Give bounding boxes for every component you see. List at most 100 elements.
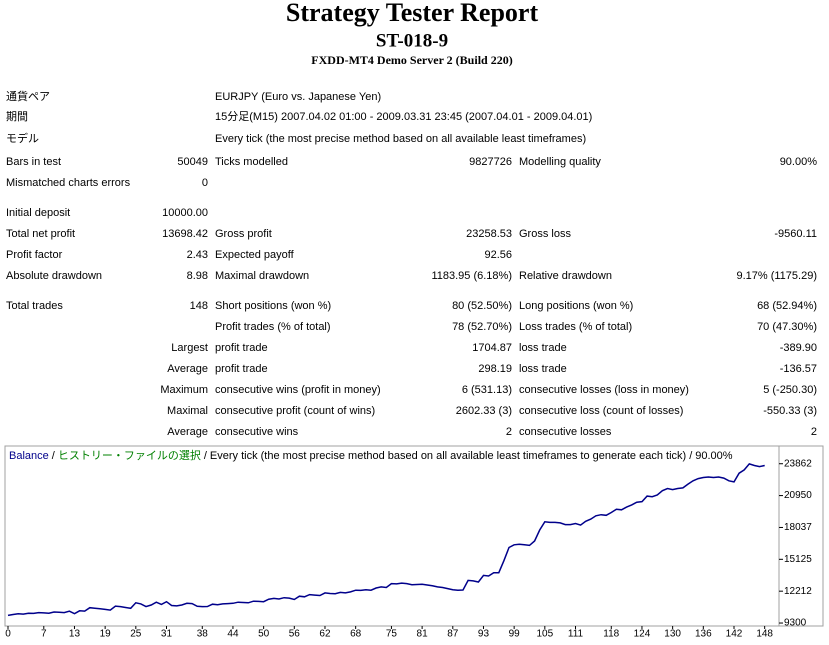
cell-label2: consecutive profit (count of wins) — [215, 405, 375, 417]
cell-value2: 92.56 — [484, 249, 512, 261]
cell-label2: consecutive wins (profit in money) — [215, 384, 381, 396]
cell-label: 通貨ペア — [6, 89, 50, 103]
x-tick-label: 99 — [509, 629, 521, 640]
x-tick-label: 148 — [756, 629, 773, 640]
report-title: Strategy Tester Report — [286, 0, 539, 27]
cell-label: Absolute drawdown — [6, 270, 102, 282]
legend-part: 90.00% — [695, 450, 733, 462]
x-tick-label: 50 — [258, 629, 270, 640]
cell-value: 10000.00 — [162, 207, 208, 219]
cell-label3: Loss trades (% of total) — [519, 321, 632, 333]
y-tick-label: 18037 — [784, 522, 812, 533]
balance-line — [7, 463, 765, 617]
x-tick-label: 87 — [447, 629, 459, 640]
x-tick-label: 142 — [726, 629, 743, 640]
cell-label: モデル — [6, 131, 39, 145]
cell-value3: 5 (-250.30) — [763, 384, 817, 396]
cell-value: 0 — [202, 177, 208, 189]
cell-label2: profit trade — [215, 342, 268, 354]
cell-label: Profit factor — [6, 249, 63, 261]
cell-label3: consecutive losses (loss in money) — [519, 384, 689, 396]
cell-value3: 2 — [811, 426, 817, 438]
cell-value2: 298.19 — [478, 363, 512, 375]
x-tick-label: 93 — [478, 629, 490, 640]
cell-value3: 68 (52.94%) — [757, 300, 817, 312]
cell-value2: 23258.53 — [466, 228, 512, 240]
cell-label: 期間 — [6, 110, 28, 123]
cell-label3: Relative drawdown — [519, 270, 612, 282]
x-tick-label: 0 — [5, 629, 11, 640]
cell-value: 8.98 — [187, 270, 208, 282]
cell-value2: 80 (52.50%) — [452, 300, 512, 312]
cell-group: Largest — [171, 342, 208, 354]
x-tick-label: 44 — [227, 629, 239, 640]
cell-value: 13698.42 — [162, 228, 208, 240]
cell-text: 15分足(M15) 2007.04.02 01:00 - 2009.03.31 … — [215, 110, 592, 123]
x-tick-label: 105 — [536, 629, 553, 640]
legend-part: / — [204, 450, 208, 462]
cell-value2: 1704.87 — [472, 342, 512, 354]
x-tick-label: 56 — [289, 629, 301, 640]
x-tick-label: 130 — [664, 629, 681, 640]
cell-value2: 2602.33 (3) — [456, 405, 512, 417]
x-tick-label: 19 — [100, 629, 112, 640]
cell-label3: loss trade — [519, 363, 567, 375]
legend-part: Every tick (the most precise method base… — [210, 450, 686, 462]
cell-value2: 78 (52.70%) — [452, 321, 512, 333]
cell-label: Bars in test — [6, 156, 61, 168]
cell-label3: loss trade — [519, 342, 567, 354]
cell-group: Maximal — [167, 405, 208, 417]
cell-label3: Gross loss — [519, 228, 571, 240]
x-tick-label: 31 — [161, 629, 173, 640]
x-tick-label: 111 — [568, 629, 584, 640]
cell-value2: 2 — [506, 426, 512, 438]
x-tick-label: 75 — [386, 629, 398, 640]
x-tick-label: 118 — [603, 629, 619, 640]
x-tick-label: 68 — [350, 629, 362, 640]
cell-value: 148 — [190, 300, 208, 312]
cell-label2: Maximal drawdown — [215, 270, 309, 282]
y-tick-label: 9300 — [784, 618, 807, 629]
legend-part: / — [52, 450, 56, 462]
cell-value3: 9.17% (1175.29) — [736, 270, 817, 282]
x-tick-label: 62 — [319, 629, 331, 640]
cell-text: EURJPY (Euro vs. Japanese Yen) — [215, 91, 381, 103]
cell-label2: profit trade — [215, 363, 268, 375]
cell-value2: 6 (531.13) — [462, 384, 512, 396]
x-tick-label: 124 — [634, 629, 651, 640]
y-tick-label: 23862 — [784, 458, 812, 469]
cell-value3: 90.00% — [780, 156, 818, 168]
cell-value3: -389.90 — [780, 342, 817, 354]
x-tick-label: 136 — [695, 629, 712, 640]
x-tick-label: 25 — [130, 629, 142, 640]
cell-label: Total net profit — [6, 228, 75, 240]
cell-label2: Expected payoff — [215, 249, 295, 261]
legend-part: Balance — [9, 450, 49, 462]
x-tick-label: 13 — [69, 629, 81, 640]
x-tick-label: 7 — [41, 629, 47, 640]
chart-legend: Balance / ヒストリー・ファイルの選択 / Every tick (the mo… — [9, 448, 733, 462]
chart-frame — [4, 445, 824, 627]
cell-value2: 1183.95 (6.18%) — [431, 270, 512, 282]
cell-label: Mismatched charts errors — [6, 177, 131, 189]
y-tick-label: 12212 — [784, 586, 812, 597]
cell-value3: 70 (47.30%) — [757, 321, 817, 333]
cell-text: Every tick (the most precise method base… — [215, 133, 586, 145]
cell-value3: -550.33 (3) — [763, 405, 817, 417]
cell-value3: -136.57 — [780, 363, 817, 375]
cell-label2: Ticks modelled — [215, 156, 288, 168]
cell-group: Maximum — [160, 384, 208, 396]
cell-label2: consecutive wins — [215, 426, 299, 438]
cell-value: 2.43 — [187, 249, 208, 261]
cell-label: Initial deposit — [6, 207, 70, 219]
cell-label3: consecutive loss (count of losses) — [519, 405, 683, 417]
cell-label3: Long positions (won %) — [519, 300, 633, 312]
cell-label2: Gross profit — [215, 228, 272, 240]
cell-label3: consecutive losses — [519, 426, 612, 438]
cell-label3: Modelling quality — [519, 156, 601, 168]
cell-group: Average — [167, 363, 208, 375]
y-tick-label: 20950 — [784, 490, 812, 501]
cell-group: Average — [167, 426, 208, 438]
